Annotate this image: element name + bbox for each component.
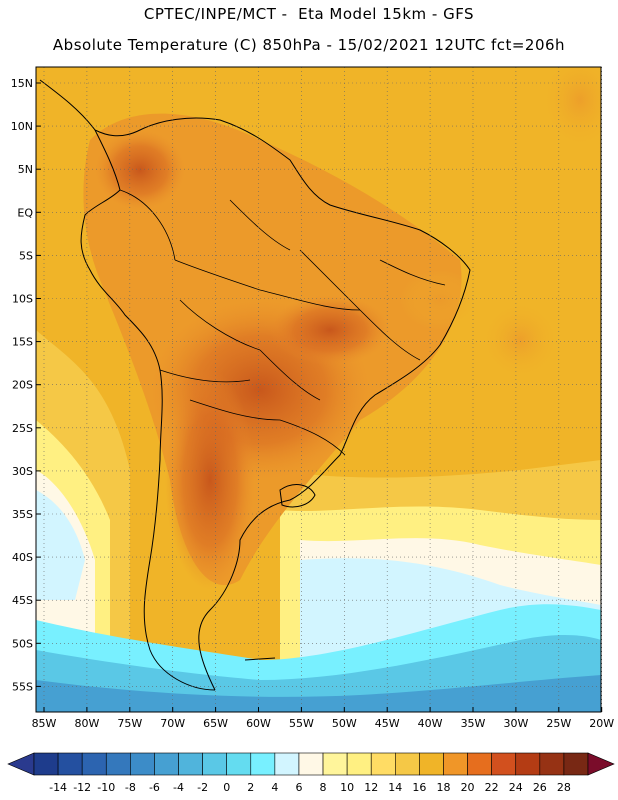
colorbar-label: -6 [149, 781, 160, 794]
colorbar: -14 -12 -10 -8 -6 -4 -2 0 2 4 6 8 10 12 14 16 18 20 22 24 26… [7, 752, 615, 794]
lon-label: 65W [203, 717, 228, 730]
lat-label: 50S [12, 637, 33, 650]
colorbar-label: 16 [412, 781, 426, 794]
colorbar-box [298, 752, 324, 776]
lat-label: 5S [19, 249, 33, 262]
colorbar-label: 24 [509, 781, 523, 794]
lat-label: 15N [11, 77, 33, 90]
colorbar-box [130, 752, 155, 776]
lat-label: 20S [12, 379, 33, 392]
lat-label: 30S [12, 465, 33, 478]
lon-label: 20W [589, 717, 614, 730]
lat-label: 25S [12, 422, 33, 435]
colorbar-box [178, 752, 203, 776]
colorbar-box [154, 752, 179, 776]
colorbar-box [57, 752, 83, 776]
colorbar-boxes [7, 752, 615, 776]
colorbar-box [322, 752, 348, 776]
colorbar-label: 20 [461, 781, 475, 794]
colorbar-box [274, 752, 300, 776]
colorbar-label: -14 [49, 781, 67, 794]
lon-label: 75W [117, 717, 142, 730]
colorbar-label: 12 [364, 781, 378, 794]
colorbar-label: -12 [73, 781, 91, 794]
lat-label: 15S [12, 336, 33, 349]
lon-label: 70W [160, 717, 185, 730]
lat-label: 5N [18, 163, 33, 176]
colorbar-box [105, 752, 131, 776]
colorbar-box [33, 752, 59, 776]
lon-label: 85W [32, 717, 57, 730]
colorbar-label: -2 [197, 781, 208, 794]
lon-label: 30W [503, 717, 528, 730]
colorbar-box [226, 752, 252, 776]
colorbar-label: 22 [485, 781, 499, 794]
colorbar-box [419, 752, 444, 776]
lat-label: 10N [11, 120, 33, 133]
colorbar-box [202, 752, 227, 776]
lon-label: 80W [74, 717, 99, 730]
lat-label: EQ [17, 206, 33, 219]
title-line-2: Absolute Temperature (C) 850hPa - 15/02/… [52, 36, 566, 54]
colorbar-box [250, 752, 276, 776]
lat-label: 10S [12, 293, 33, 306]
colorbar-label: 18 [436, 781, 450, 794]
map-frame [35, 66, 602, 713]
lon-label: 50W [332, 717, 357, 730]
colorbar-label: 14 [388, 781, 402, 794]
title-line-1: CPTEC/INPE/MCT - Eta Model 15km - GFS [143, 5, 475, 23]
longitude-labels: 85W 80W 75W 70W 65W 60W 55W 50W 45W 40W 35W 30W 25W 2… [32, 717, 615, 730]
lat-lon-grid [36, 67, 603, 712]
lat-label: 35S [12, 508, 33, 521]
colorbar-label: -10 [97, 781, 115, 794]
lat-label: 55S [12, 680, 33, 693]
colorbar-labels: -14 -12 -10 -8 -6 -4 -2 0 2 4 6 8 10 12 14 16 18 20 22 24 26… [49, 781, 571, 794]
temperature-field [36, 67, 601, 712]
lon-label: 60W [246, 717, 271, 730]
colorbar-label: 10 [340, 781, 354, 794]
colorbar-label: -8 [125, 781, 136, 794]
temperature-map: 15N 10N 5N EQ 5S 10S 15S 20S 25S 30S 35S 40S 45S 50S 5… [11, 66, 615, 730]
colorbar-label: 26 [533, 781, 547, 794]
colorbar-box [395, 752, 420, 776]
colorbar-box [515, 752, 541, 776]
lon-label: 55W [289, 717, 314, 730]
colorbar-label: -4 [173, 781, 184, 794]
colorbar-box [563, 752, 589, 776]
lon-label: 45W [375, 717, 400, 730]
colorbar-label: 28 [557, 781, 571, 794]
lon-label: 40W [418, 717, 443, 730]
colorbar-label: 2 [247, 781, 254, 794]
colorbar-box [539, 752, 565, 776]
lat-label: 45S [12, 594, 33, 607]
lon-label: 35W [461, 717, 486, 730]
colorbar-box [346, 752, 372, 776]
colorbar-label: 8 [320, 781, 327, 794]
colorbar-max-arrow [587, 752, 615, 776]
colorbar-box [491, 752, 517, 776]
lat-label: 40S [12, 551, 33, 564]
colorbar-label: 0 [223, 781, 230, 794]
colorbar-min-arrow [7, 752, 35, 776]
lon-label: 25W [546, 717, 571, 730]
coastlines [39, 79, 471, 691]
colorbar-label: 4 [271, 781, 278, 794]
colorbar-box [443, 752, 468, 776]
colorbar-label: 6 [295, 781, 302, 794]
colorbar-box [467, 752, 492, 776]
latitude-labels: 15N 10N 5N EQ 5S 10S 15S 20S 25S 30S 35S 40S 45S 50S 5… [11, 77, 34, 693]
colorbar-box [370, 752, 396, 776]
country-borders [119, 189, 446, 456]
colorbar-box [81, 752, 107, 776]
